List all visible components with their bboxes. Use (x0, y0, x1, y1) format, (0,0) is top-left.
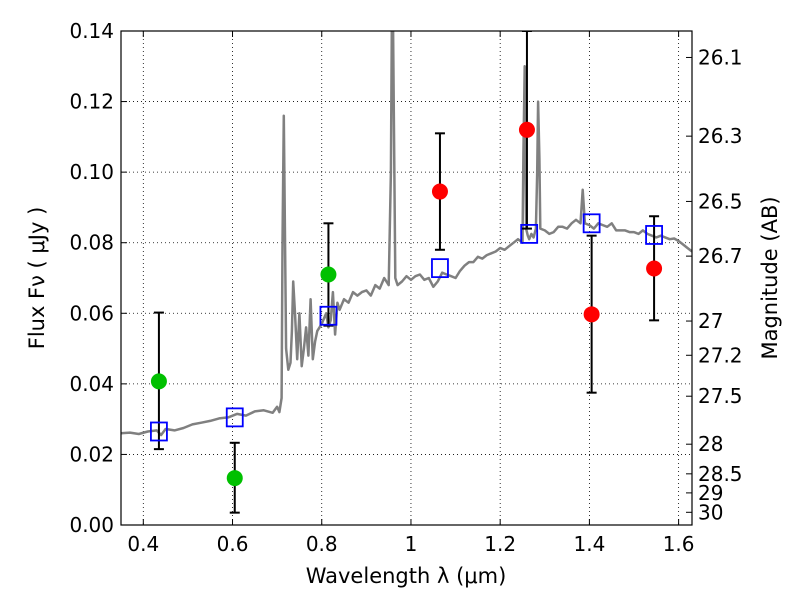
x-tick-label: 0.4 (127, 532, 159, 556)
spectrum-line (121, 31, 692, 437)
y2-tick-label: 26.1 (698, 45, 743, 69)
y2-tick-label: 29 (698, 481, 723, 505)
model-band-square (582, 213, 601, 234)
y-axis-title: Flux Fν ( μJy ) (25, 207, 49, 350)
y2-tick-label: 27 (698, 309, 723, 333)
observed-point-green (150, 373, 167, 390)
ticks: 0.4 0.6 0.8 1 1.2 1.4 1.6 0.00 0.02 0.04 0.06 0.08 0… (69, 19, 742, 556)
y2-tick-label: 27.2 (698, 343, 743, 367)
model-band-square (225, 407, 244, 428)
observed-point-red (583, 306, 600, 323)
model-band-square (645, 225, 663, 245)
x-tick-label: 0.8 (306, 532, 338, 556)
y-tick-label: 0.00 (69, 513, 114, 537)
y2-tick-label: 26.7 (698, 244, 743, 268)
y-tick-label: 0.08 (69, 231, 114, 255)
y-tick-label: 0.06 (69, 301, 114, 325)
x-axis-title: Wavelength λ (μm) (306, 564, 507, 588)
observed-point-red (646, 260, 663, 277)
y-tick-label: 0.14 (69, 19, 114, 43)
y-tick-label: 0.12 (69, 90, 114, 114)
model-band-square (431, 258, 449, 279)
y2-tick-label: 27.5 (698, 384, 743, 408)
x-tick-label: 1.4 (573, 532, 605, 556)
observed-point-red (431, 183, 448, 200)
model-band-square (319, 305, 338, 326)
x-tick-label: 1.6 (663, 532, 695, 556)
model-band-square (150, 421, 168, 442)
y2-axis-title: Magnitude (AB) (758, 196, 782, 359)
y2-tick-label: 26.3 (698, 124, 743, 148)
y2-tick-label: 30 (698, 500, 723, 524)
x-tick-label: 1.2 (484, 532, 516, 556)
y-tick-label: 0.10 (69, 160, 114, 184)
y2-tick-label: 26.5 (698, 189, 743, 213)
y-tick-label: 0.02 (69, 442, 114, 466)
observed-point-green (320, 266, 337, 283)
observed-point-red (518, 121, 535, 138)
model-band-square (520, 223, 539, 244)
y2-tick-label: 28 (698, 432, 723, 456)
y-tick-label: 0.04 (69, 372, 114, 396)
data-layer (121, 31, 692, 514)
x-tick-label: 0.6 (217, 532, 249, 556)
y2-tick-label: 28.5 (698, 462, 743, 486)
x-tick-label: 1 (405, 532, 418, 556)
observed-point-green (226, 470, 243, 487)
plot-frame (120, 30, 693, 526)
